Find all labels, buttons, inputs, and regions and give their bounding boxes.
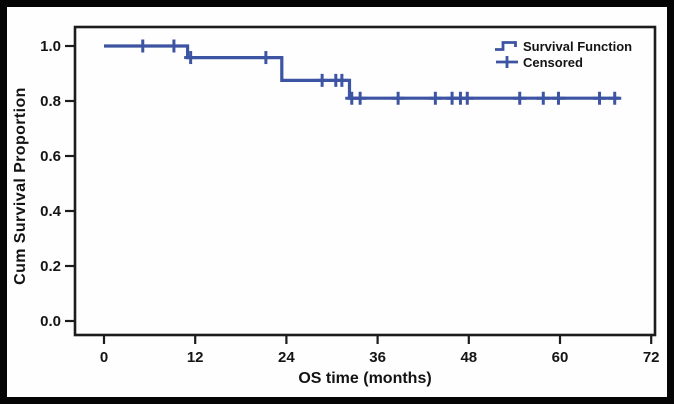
x-axis-title: OS time (months) [298, 370, 432, 387]
legend-label: Survival Function [523, 38, 633, 54]
x-tick-label: 36 [369, 349, 386, 366]
legend-entry-censored: Censored [494, 54, 632, 70]
censor-marks [136, 39, 622, 105]
y-tick-label: 1.0 [40, 38, 61, 55]
x-tick-label: 72 [643, 349, 660, 366]
y-tick-label: 0.8 [40, 93, 61, 110]
legend: Survival Function Censored [494, 38, 632, 70]
x-tick-label: 60 [552, 349, 569, 366]
legend-label: Censored [523, 54, 583, 70]
y-tick-label: 0.0 [40, 313, 61, 330]
step-line-icon [495, 41, 517, 51]
x-tick-label: 0 [100, 349, 108, 366]
y-tick-label: 0.6 [40, 148, 61, 165]
x-tick-label: 48 [460, 349, 477, 366]
y-axis: 0.0 0.2 0.4 0.6 0.8 1.0 [40, 38, 75, 330]
y-axis-title: Cum Survival Proportion [12, 87, 29, 285]
x-tick-label: 24 [278, 349, 295, 366]
x-tick-label: 12 [187, 349, 204, 366]
plus-marker-icon [496, 56, 518, 68]
x-axis: 0 12 24 36 48 60 72 [100, 335, 660, 366]
legend-entry-survival-function: Survival Function [494, 38, 632, 54]
y-tick-label: 0.2 [40, 258, 61, 275]
y-tick-label: 0.4 [40, 203, 62, 220]
survival-step-line [104, 44, 620, 100]
plot-frame [73, 25, 657, 337]
